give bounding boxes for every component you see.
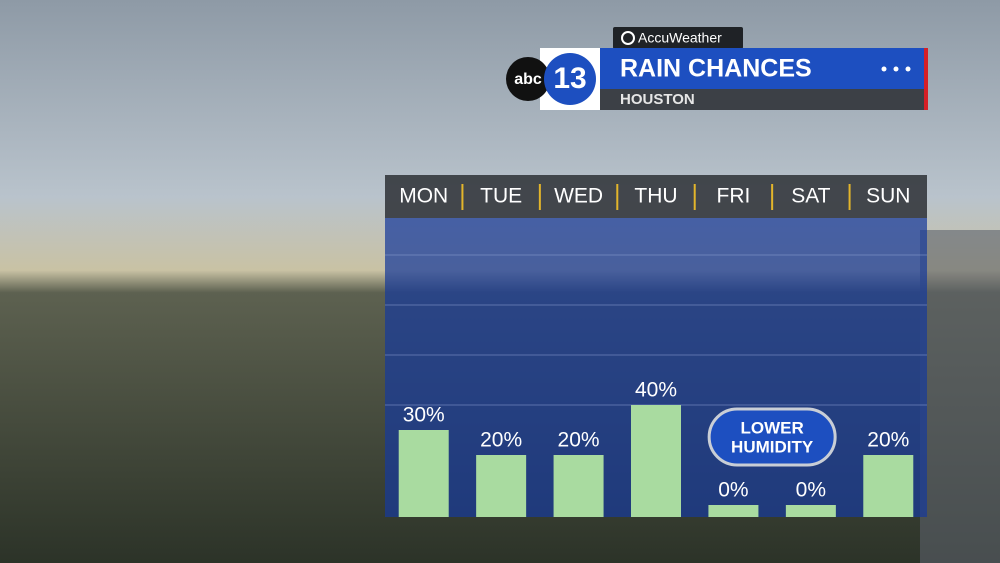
- x-tick-label: TUE: [480, 185, 522, 208]
- x-tick-label: FRI: [717, 185, 751, 208]
- sponsor-badge: [613, 27, 743, 49]
- value-label: 20%: [867, 429, 909, 452]
- chart-subtitle: HOUSTON: [620, 91, 695, 108]
- menu-dots: [881, 66, 911, 72]
- x-tick-label: SAT: [791, 185, 830, 208]
- background-building: [920, 230, 1000, 563]
- bar: [785, 505, 836, 517]
- x-tick-label: THU: [634, 185, 677, 208]
- logo-channel: 13: [553, 62, 586, 95]
- logo-badge: [544, 53, 596, 105]
- x-tick-label: SUN: [866, 185, 910, 208]
- value-label: 0%: [718, 479, 748, 502]
- sponsor-icon: [621, 31, 635, 45]
- subtitle-bar: [600, 89, 925, 110]
- value-label: 20%: [480, 429, 522, 452]
- day-strip: [385, 175, 927, 218]
- value-label: 20%: [558, 429, 600, 452]
- x-tick-label: MON: [399, 185, 448, 208]
- value-label: 0%: [796, 479, 826, 502]
- annotation-bubble: [707, 407, 837, 467]
- logo-circle: [506, 57, 550, 101]
- title-accent: [924, 48, 928, 110]
- bar: [553, 455, 604, 517]
- sponsor: AccuWeather: [638, 30, 722, 46]
- annotation: LOWER: [741, 418, 804, 437]
- x-tick-label: WED: [554, 185, 603, 208]
- bar: [708, 505, 759, 517]
- bar: [476, 455, 527, 517]
- logo-network: abc: [514, 71, 542, 88]
- bar: [863, 455, 914, 517]
- value-label: 40%: [635, 379, 677, 402]
- bar: [631, 405, 681, 517]
- annotation: HUMIDITY: [731, 437, 814, 456]
- bar: [398, 430, 449, 517]
- value-label: 30%: [403, 404, 445, 427]
- chart-title: RAIN CHANCES: [620, 55, 812, 83]
